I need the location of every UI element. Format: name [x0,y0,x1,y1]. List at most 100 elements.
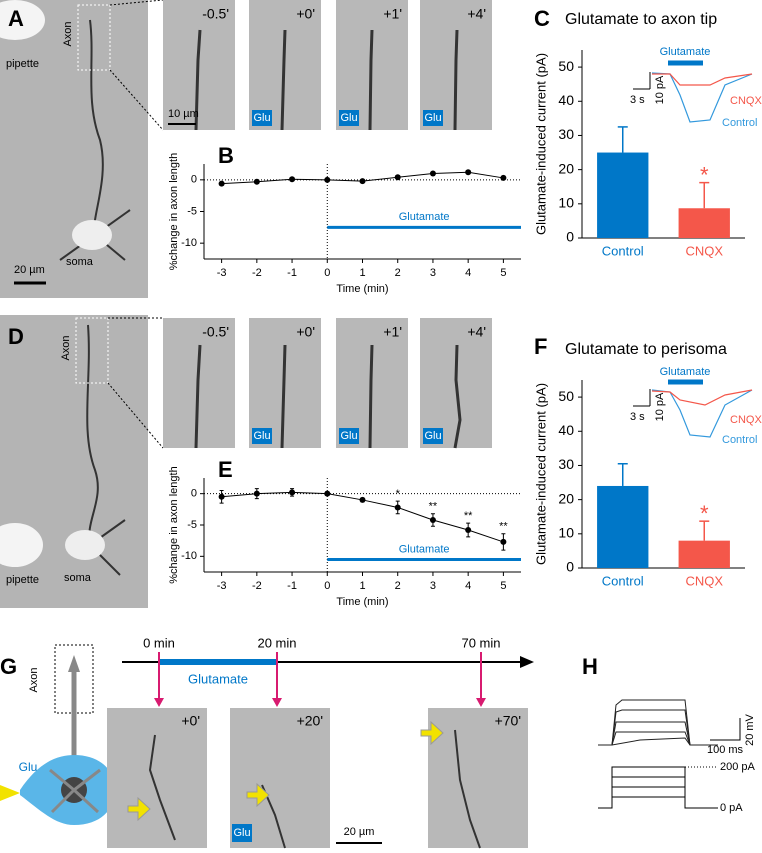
glu-box [232,824,252,842]
time-label: 70 min [461,635,500,650]
frame-label: -0.5' [202,324,229,340]
label: Axon [60,335,72,360]
bar [597,485,649,568]
inset-label: CNQX [730,95,762,107]
trace [598,731,718,746]
x-axis-label: Time (min) [336,283,388,295]
time-label: 0 min [143,635,175,650]
x-tick-label: 1 [359,267,365,279]
glu-box [423,110,443,126]
x-tick-label: 4 [465,580,471,592]
stimulus-label: Glutamate [399,211,450,223]
axon [194,344,462,449]
glu-box [252,428,272,444]
y-tick-label: 10 [558,195,574,211]
y-tick-label: 0 [191,488,197,500]
data-point [500,174,507,181]
scale-label: 20 mV [744,713,756,745]
x-tick-label: 3 [430,267,436,279]
y-tick-label: 30 [558,126,574,142]
x-tick-label: Control [602,573,644,588]
panel-letter: B [218,143,234,168]
data-point [324,490,331,497]
x-tick-label: 2 [395,267,401,279]
axon [194,29,459,131]
voltage-traces [598,699,741,809]
y-tick-label: 40 [558,92,574,108]
y-tick-label: 50 [558,58,574,74]
arrow [246,782,270,808]
scale-label: 10 µm [168,108,199,120]
x-tick-label: -1 [287,267,297,279]
glu-box [339,428,359,444]
scale-label: 100 ms [707,744,744,756]
time-marker [158,652,482,700]
data-point [465,169,472,176]
frame-label: -0.5' [202,6,229,22]
label: Axon [62,21,74,46]
data-point [289,489,296,496]
micrograph [0,0,148,298]
glu-label: Glu [424,112,441,124]
data-point [253,490,260,497]
trace [598,737,718,746]
inset-label: Control [722,434,757,446]
current-label: 0 pA [720,802,743,814]
frame-label: +70' [495,713,521,729]
frame [107,708,207,848]
frame-label: +1' [383,324,402,340]
x-tick-label: 3 [430,580,436,592]
data-point [429,170,436,177]
panel-letter: D [8,324,24,349]
scale-label: 20 µm [344,826,375,838]
y-tick-label: -10 [181,237,197,249]
inset-label: CNQX [730,414,762,426]
y-axis-label: Glutamate-induced current (pA) [533,53,548,235]
x-tick-label: 5 [500,267,506,279]
x-tick-label: -3 [217,267,227,279]
y-tick-label: 30 [558,456,574,472]
frame-label: +4' [467,324,486,340]
bar [597,152,649,238]
inset [633,379,753,438]
y-tick-label: 20 [558,160,574,176]
frame-label: +1' [383,6,402,22]
y-tick-label: 0 [191,174,197,186]
glu-label: Glu [424,430,441,442]
y-tick-label: 0 [566,559,574,575]
zoom-line [109,0,164,131]
pipette [0,785,20,801]
chart-title: Glutamate to perisoma [565,341,727,358]
glu-label: Glu [253,430,270,442]
inset [633,60,753,123]
x-tick-label: -2 [252,267,262,279]
y-tick-label: 50 [558,388,574,404]
frame-label: +0' [296,324,315,340]
bar [678,540,730,568]
frame-label: +4' [467,6,486,22]
timeline [122,652,534,707]
scale-bar [710,718,741,741]
significance: ** [464,510,473,522]
frame-label: +20' [297,713,323,729]
chart-title: Glutamate to axon tip [565,11,717,28]
trace [652,73,753,86]
x-tick-label: CNQX [685,573,723,588]
soma [72,220,112,250]
arrowhead [154,698,486,707]
inset-label: Glutamate [660,46,711,58]
y-tick-label: 10 [558,525,574,541]
data-point [218,180,225,187]
data-point [289,176,296,183]
neurite [86,324,99,546]
glu-label: Glu [253,112,270,124]
stimulus-label: Glutamate [399,543,450,555]
frame-label: +0' [181,713,200,729]
panel-letter: E [218,457,233,482]
significance: * [700,162,709,187]
current-label: 200 pA [720,761,756,773]
y-axis-label: %change in axon length [168,466,180,583]
label: pipette [6,574,39,586]
glu-box [252,110,272,126]
